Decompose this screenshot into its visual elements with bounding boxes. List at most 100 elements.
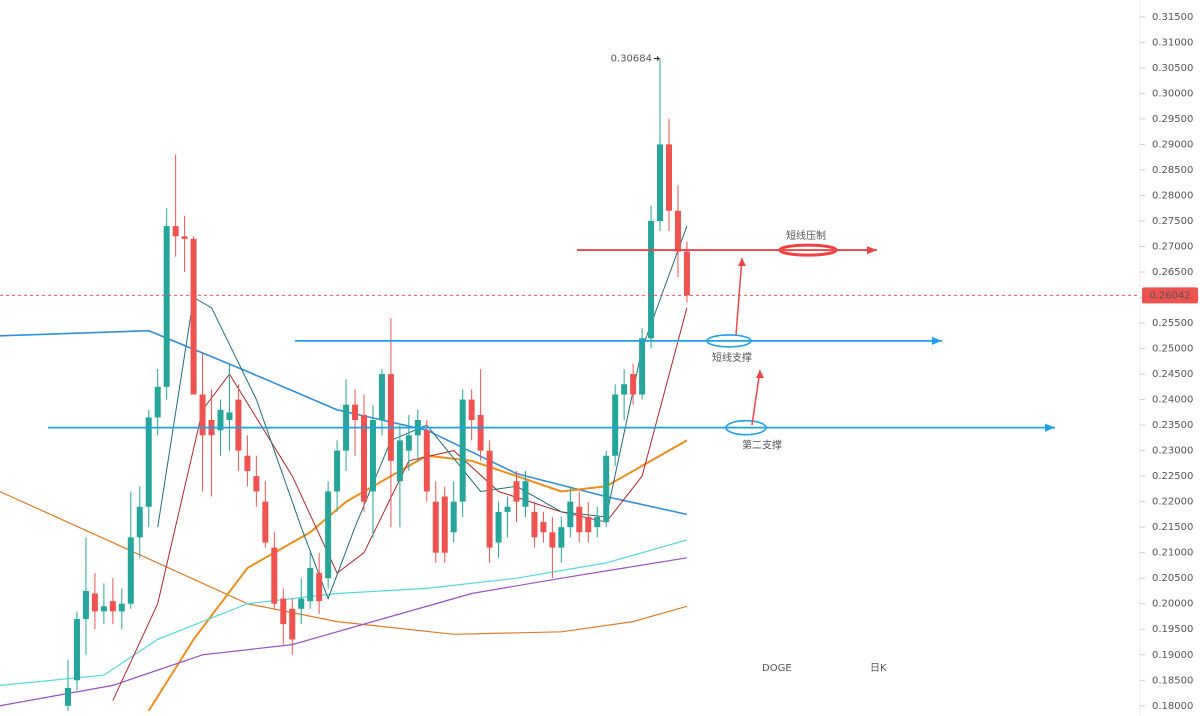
moving-average — [0, 539, 688, 686]
candle-body — [289, 608, 296, 640]
candle-body — [683, 251, 690, 296]
candle-body — [244, 455, 251, 472]
y-tick-label: 0.23500 — [1152, 420, 1193, 431]
level-arrow — [867, 246, 877, 255]
candle-body — [486, 450, 493, 548]
candle-body — [522, 481, 529, 507]
y-tick-label: 0.26500 — [1152, 267, 1193, 278]
candle-body — [513, 481, 520, 502]
candle-body — [82, 590, 89, 620]
candle-body — [316, 573, 323, 602]
candle-body — [405, 435, 412, 451]
candle-body — [307, 568, 314, 602]
candle-body — [495, 511, 502, 543]
y-tick-label: 0.31500 — [1152, 12, 1193, 23]
candle-body — [253, 476, 260, 492]
candle-body — [594, 516, 601, 528]
candle-body — [262, 501, 269, 543]
last-price-label: 0.26042 — [1149, 290, 1190, 301]
candle-body — [136, 506, 143, 538]
candle-body — [154, 386, 161, 418]
candle-body — [361, 414, 368, 502]
y-tick-label: 0.27500 — [1152, 216, 1193, 227]
y-tick-label: 0.28000 — [1152, 190, 1193, 201]
candle-body — [378, 374, 385, 421]
y-tick-label: 0.19500 — [1152, 624, 1193, 635]
y-tick-label: 0.25500 — [1152, 318, 1193, 329]
period-label: 日K — [870, 663, 887, 674]
y-tick-label: 0.20500 — [1152, 573, 1193, 584]
last-price-box — [1142, 287, 1198, 304]
y-tick-label: 0.31000 — [1152, 37, 1193, 48]
candle-body — [648, 220, 655, 339]
trend-arrow-head — [756, 370, 764, 378]
candle-body — [280, 598, 287, 625]
candle-body — [665, 144, 672, 211]
candle-body — [172, 226, 179, 237]
candle-body — [477, 414, 484, 451]
y-tick-label: 0.22500 — [1152, 471, 1193, 482]
level-arrow — [1045, 423, 1055, 432]
candle-body — [423, 430, 430, 492]
candle-body — [369, 420, 376, 492]
candle-body — [612, 394, 619, 456]
candle-body — [549, 532, 556, 548]
candle-body — [558, 527, 565, 548]
candle-body — [387, 374, 394, 461]
symbol-label: DOGE — [762, 663, 792, 674]
trend-arrow — [735, 257, 743, 336]
candle-body — [531, 511, 538, 538]
candle-body — [621, 384, 628, 395]
y-tick-label: 0.25000 — [1152, 344, 1193, 355]
y-tick-label: 0.20000 — [1152, 599, 1193, 610]
moving-average — [0, 557, 687, 707]
candle-body — [674, 210, 681, 252]
y-tick-label: 0.30500 — [1152, 63, 1193, 74]
trend-arrow-head — [738, 258, 746, 266]
high-label: 0.30684 — [611, 53, 652, 64]
y-tick-label: 0.21000 — [1152, 548, 1193, 559]
y-tick-label: 0.22000 — [1152, 497, 1193, 508]
y-tick-label: 0.21500 — [1152, 522, 1193, 533]
y-tick-label: 0.29000 — [1152, 139, 1193, 150]
level-label: 短线支撑 — [712, 351, 752, 364]
candle-body — [181, 236, 188, 239]
candle-body — [163, 226, 170, 387]
candle-body — [199, 394, 206, 436]
level-label: 短线压制 — [786, 229, 826, 242]
candle-body — [65, 687, 71, 706]
y-tick-label: 0.29500 — [1152, 114, 1193, 125]
y-tick-label: 0.28500 — [1152, 165, 1193, 176]
candle-body — [459, 399, 466, 502]
candle-body — [352, 404, 359, 421]
candle-body — [298, 598, 305, 609]
candle-body — [441, 496, 448, 553]
candle-body — [325, 491, 332, 579]
level-label: 第二支撑 — [742, 439, 782, 452]
y-tick-label: 0.30000 — [1152, 88, 1193, 99]
y-tick-label: 0.24000 — [1152, 395, 1193, 406]
candle-body — [657, 144, 664, 221]
candle-body — [432, 501, 439, 553]
candle-body — [217, 409, 224, 431]
level-arrow — [932, 336, 942, 345]
candle-body — [271, 547, 278, 604]
candle-body — [100, 606, 107, 612]
candle-body — [127, 537, 134, 604]
candle-body — [109, 601, 116, 612]
candle-body — [190, 238, 197, 395]
candle-body — [576, 506, 583, 533]
high-arrow — [654, 56, 660, 61]
y-tick-label: 0.19000 — [1152, 650, 1193, 661]
candle-body — [450, 501, 457, 533]
candle-body — [639, 338, 646, 395]
y-tick-label: 0.24500 — [1152, 369, 1193, 380]
candle-body — [118, 603, 125, 612]
candle-body — [396, 440, 403, 482]
candle-body — [567, 501, 574, 528]
candle-body — [91, 593, 98, 612]
candle-body — [235, 399, 242, 451]
candle-body — [226, 412, 233, 421]
